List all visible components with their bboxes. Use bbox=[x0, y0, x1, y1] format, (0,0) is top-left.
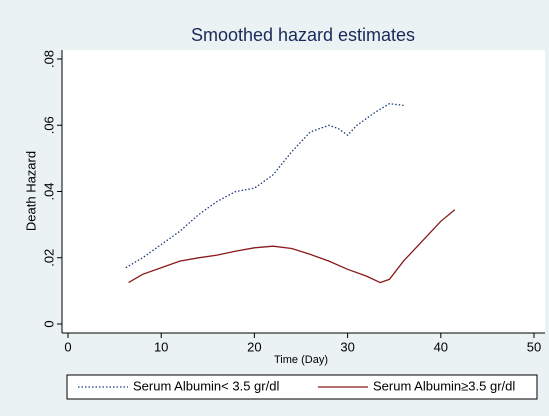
legend bbox=[66, 374, 538, 400]
x-axis-label: Time (Day) bbox=[274, 354, 328, 366]
plot-area bbox=[62, 50, 545, 333]
legend-label: Serum Albumin< 3.5 gr/dl bbox=[133, 378, 279, 393]
legend-label: Serum Albumin≥3.5 gr/dl bbox=[373, 378, 515, 393]
x-tick-label: 50 bbox=[527, 339, 541, 354]
line-series bbox=[128, 209, 456, 284]
y-tick-label: .06 bbox=[41, 116, 56, 134]
y-axis-label: Death Hazard bbox=[23, 151, 38, 231]
x-tick-label: 40 bbox=[434, 339, 448, 354]
line-series bbox=[125, 103, 404, 269]
x-tick-label: 20 bbox=[247, 339, 261, 354]
y-tick-label: 0 bbox=[41, 320, 56, 327]
x-tick-label: 10 bbox=[154, 339, 168, 354]
y-tick-label: .04 bbox=[41, 182, 56, 200]
x-tick-label: 0 bbox=[64, 339, 71, 354]
x-tick-label: 30 bbox=[340, 339, 354, 354]
y-tick-label: .08 bbox=[41, 50, 56, 68]
y-tick-label: .02 bbox=[41, 249, 56, 267]
chart-title: Smoothed hazard estimates bbox=[191, 25, 415, 45]
